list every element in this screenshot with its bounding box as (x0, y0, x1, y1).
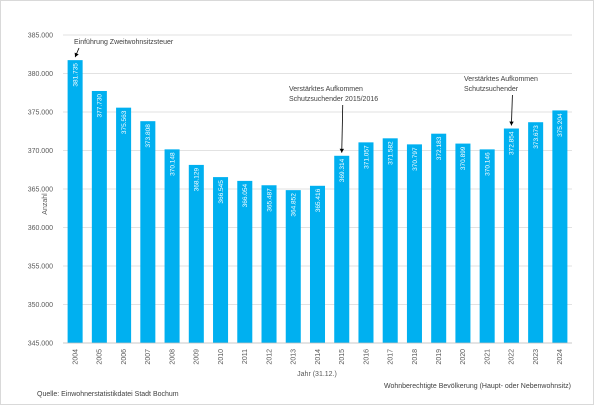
bar (164, 149, 180, 343)
bar-data-label: 381.735 (72, 63, 79, 87)
annotation-arrowhead (74, 52, 79, 58)
bar (261, 185, 277, 343)
x-tick-label: 2009 (194, 349, 201, 365)
y-tick-label: 365.000 (28, 187, 53, 194)
series-note: Wohnberechtigte Bevölkerung (Haupt- oder… (384, 383, 571, 390)
y-tick-label: 385.000 (28, 33, 53, 40)
bar-data-label: 373.808 (145, 124, 152, 148)
x-tick-label: 2008 (169, 349, 176, 365)
bar-data-label: 375.204 (557, 113, 564, 137)
bar (334, 155, 350, 343)
x-tick-label: 2013 (291, 349, 298, 365)
bar-data-label: 366.054 (242, 184, 249, 208)
bar-data-label: 370.899 (460, 146, 467, 170)
y-tick-label: 350.000 (28, 302, 53, 309)
x-tick-label: 2018 (412, 349, 419, 365)
bar (188, 164, 204, 343)
y-tick-label: 370.000 (28, 148, 53, 155)
y-tick-label: 355.000 (28, 264, 53, 271)
bar-data-label: 371.582 (388, 141, 395, 165)
x-tick-label: 2023 (533, 349, 540, 365)
annotation-text: Verstärktes Aufkommen (464, 76, 538, 83)
bar (431, 133, 447, 343)
x-axis-title: Jahr (31.12.) (297, 371, 337, 378)
bar (213, 177, 229, 343)
annotation-text: Schutzsuchender 2015/2016 (289, 96, 378, 103)
bar-data-label: 372.183 (436, 136, 443, 160)
x-tick-label: 2005 (97, 349, 104, 365)
bar (479, 149, 495, 343)
annotation-arrow (511, 94, 513, 126)
bar (140, 121, 156, 343)
y-tick-label: 345.000 (28, 341, 53, 348)
bar (91, 90, 107, 343)
bar-data-label: 377.730 (97, 94, 104, 118)
annotation-text: Verstärktes Aufkommen (289, 86, 363, 93)
bar (237, 180, 253, 343)
bar-data-label: 366.545 (218, 180, 225, 204)
bar-data-label: 375.563 (121, 110, 128, 134)
x-axis-ticks: 2004 2005 2006 2007 2008 2009 2010 2011 2012 2013… (63, 342, 572, 365)
annotation: Verstärktes Aufkommen Schutzsuchender (464, 76, 538, 126)
bar-data-label: 372.854 (509, 131, 516, 155)
bars (67, 60, 568, 344)
bar (503, 128, 519, 343)
bar-data-label: 370.146 (484, 152, 491, 176)
x-tick-label: 2011 (242, 349, 249, 364)
y-tick-label: 380.000 (28, 71, 53, 78)
annotation-arrow (341, 104, 344, 153)
annotation: Verstärktes Aufkommen Schutzsuchender 201… (289, 86, 378, 153)
annotation-text: Schutzsuchender (464, 86, 519, 93)
bar-data-label: 368.129 (194, 168, 201, 192)
bar-data-label: 373.673 (533, 125, 540, 149)
bar-data-label: 364.852 (291, 193, 298, 217)
bar (528, 122, 544, 344)
x-tick-label: 2021 (484, 349, 491, 365)
annotation: Einführung Zweitwohnsitzsteuer (74, 39, 174, 58)
x-tick-label: 2014 (315, 349, 322, 365)
x-tick-label: 2020 (460, 349, 467, 365)
source-note: Quelle: Einwohnerstatistikdatei Stadt Bo… (37, 391, 179, 398)
x-tick-label: 2016 (363, 349, 370, 365)
bar (552, 110, 568, 343)
bar-data-label: 371.057 (363, 145, 370, 169)
bar-data-label: 365.487 (266, 188, 273, 212)
x-tick-label: 2017 (388, 349, 395, 365)
bar (67, 60, 83, 343)
annotation-arrowhead (509, 121, 514, 126)
x-tick-label: 2004 (72, 349, 79, 365)
bar (358, 142, 374, 343)
x-tick-label: 2010 (218, 349, 225, 365)
x-tick-label: 2006 (121, 349, 128, 365)
bar (285, 190, 301, 343)
bar-data-label: 365.416 (315, 188, 322, 212)
y-tick-label: 360.000 (28, 225, 53, 232)
bar-data-label: 369.314 (339, 158, 346, 182)
bar (309, 185, 326, 343)
bar (406, 144, 422, 343)
bar-data-label: 370.797 (412, 147, 419, 171)
bar (382, 138, 398, 343)
bar-data-label: 370.148 (169, 152, 176, 176)
y-axis-title: Anzahl (42, 193, 49, 215)
bar (455, 143, 471, 343)
x-tick-label: 2015 (339, 349, 346, 365)
bar-data-labels: 381.735 377.730 375.563 373.808 370.148 368.1… (72, 63, 564, 217)
annotations: Einführung Zweitwohnsitzsteuer Verstärkte… (74, 39, 538, 153)
x-tick-label: 2022 (509, 349, 516, 365)
x-tick-label: 2019 (436, 349, 443, 365)
bar (116, 107, 132, 343)
annotation-arrowhead (339, 148, 345, 153)
x-tick-label: 2024 (557, 349, 564, 365)
x-tick-label: 2007 (145, 349, 152, 365)
y-axis-ticks: 345.000 350.000 355.000 360.000 365.000 370.0… (28, 33, 53, 348)
x-tick-label: 2012 (266, 349, 273, 365)
annotation-text: Einführung Zweitwohnsitzsteuer (74, 39, 174, 46)
y-tick-label: 375.000 (28, 110, 53, 117)
